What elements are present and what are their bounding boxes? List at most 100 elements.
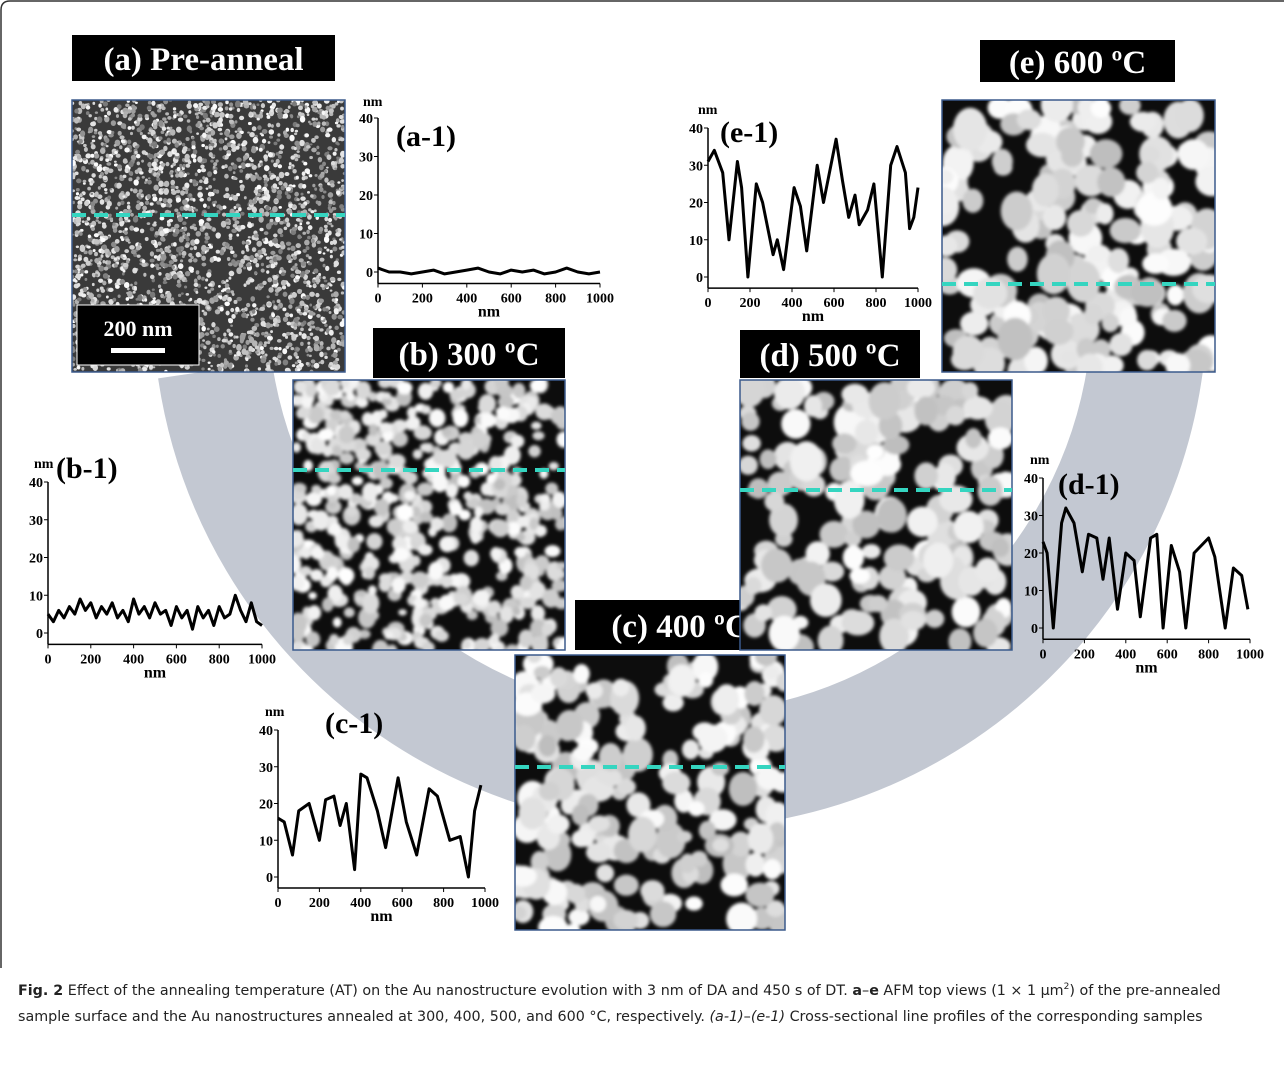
grain (202, 310, 205, 313)
grain (729, 772, 757, 806)
grain (1007, 247, 1028, 272)
x-axis-label: nm (144, 664, 167, 681)
grain (165, 112, 169, 115)
grain (179, 164, 182, 168)
grain (242, 146, 247, 151)
grain (470, 517, 483, 533)
grain (368, 424, 378, 436)
grain (855, 420, 879, 445)
grain (159, 248, 163, 252)
grain (226, 311, 230, 316)
grain (742, 435, 760, 451)
grain (315, 327, 320, 331)
grain (199, 180, 203, 184)
grain (173, 107, 176, 110)
grain (94, 153, 99, 158)
x-tick-label: 1000 (586, 292, 614, 307)
grain (121, 238, 124, 241)
grain (275, 217, 280, 223)
grain (97, 264, 100, 268)
grain (232, 216, 237, 221)
grain (96, 288, 99, 291)
grain (74, 269, 78, 273)
grain (187, 148, 191, 151)
grain (132, 268, 137, 274)
caption-text: AFM top views (1 × 1 µm (879, 983, 1064, 999)
grain (790, 441, 823, 481)
grain (312, 100, 317, 104)
grain (217, 354, 221, 358)
y-axis-label: nm (698, 103, 718, 118)
grain (520, 575, 533, 590)
grain (186, 137, 190, 141)
grain (337, 181, 340, 184)
grain (208, 217, 211, 220)
x-tick-label: 200 (80, 652, 101, 667)
grain (116, 154, 121, 158)
grain (324, 217, 328, 222)
grain (199, 332, 205, 337)
grain (247, 131, 250, 133)
grain (119, 135, 124, 139)
grain (158, 120, 163, 126)
grain (76, 192, 79, 195)
grain (238, 165, 241, 168)
x-tick-label: 1000 (904, 296, 932, 311)
grain (220, 363, 224, 368)
grain (339, 204, 344, 209)
grain (685, 897, 702, 911)
grain (238, 158, 241, 162)
grain (1037, 253, 1071, 294)
grain (309, 325, 312, 328)
grain (379, 578, 392, 592)
grain (1167, 285, 1184, 306)
grain (235, 131, 238, 133)
grain (339, 238, 342, 241)
grain (374, 441, 392, 456)
grain (260, 133, 263, 135)
grain (333, 291, 339, 297)
grain (1066, 261, 1100, 303)
grain (313, 337, 316, 340)
grain (202, 133, 206, 139)
grain (233, 171, 236, 174)
grain (1097, 203, 1114, 224)
chart-title: (d-1) (1058, 468, 1120, 501)
grain (219, 206, 223, 211)
grain (187, 233, 190, 237)
grain (128, 126, 132, 130)
grain (614, 875, 639, 896)
grain (739, 456, 758, 475)
grain (213, 170, 217, 174)
grain (148, 101, 152, 105)
grain (233, 254, 237, 258)
grain (232, 176, 236, 180)
grain (91, 144, 96, 149)
grain (698, 725, 728, 753)
grain (153, 194, 156, 198)
grain (1119, 96, 1141, 115)
grain (178, 263, 183, 269)
grain (228, 114, 233, 119)
grain (147, 222, 151, 225)
figure: (a) Pre-anneal(b) 300 ºC(c) 400 ºC(d) 50… (0, 0, 1285, 970)
grain (83, 182, 86, 184)
grain (259, 148, 263, 152)
grain (308, 225, 313, 230)
grain (336, 124, 340, 128)
grain (830, 457, 852, 481)
grain (446, 484, 458, 498)
grain (145, 114, 149, 118)
grain (205, 146, 208, 150)
grain (197, 169, 201, 173)
grain (324, 170, 327, 173)
grain (242, 241, 245, 245)
grain (282, 285, 286, 289)
grain (355, 448, 371, 461)
grain (218, 107, 223, 112)
grain (298, 106, 303, 111)
grain (224, 130, 230, 136)
grain (754, 604, 772, 621)
grain (116, 114, 119, 118)
